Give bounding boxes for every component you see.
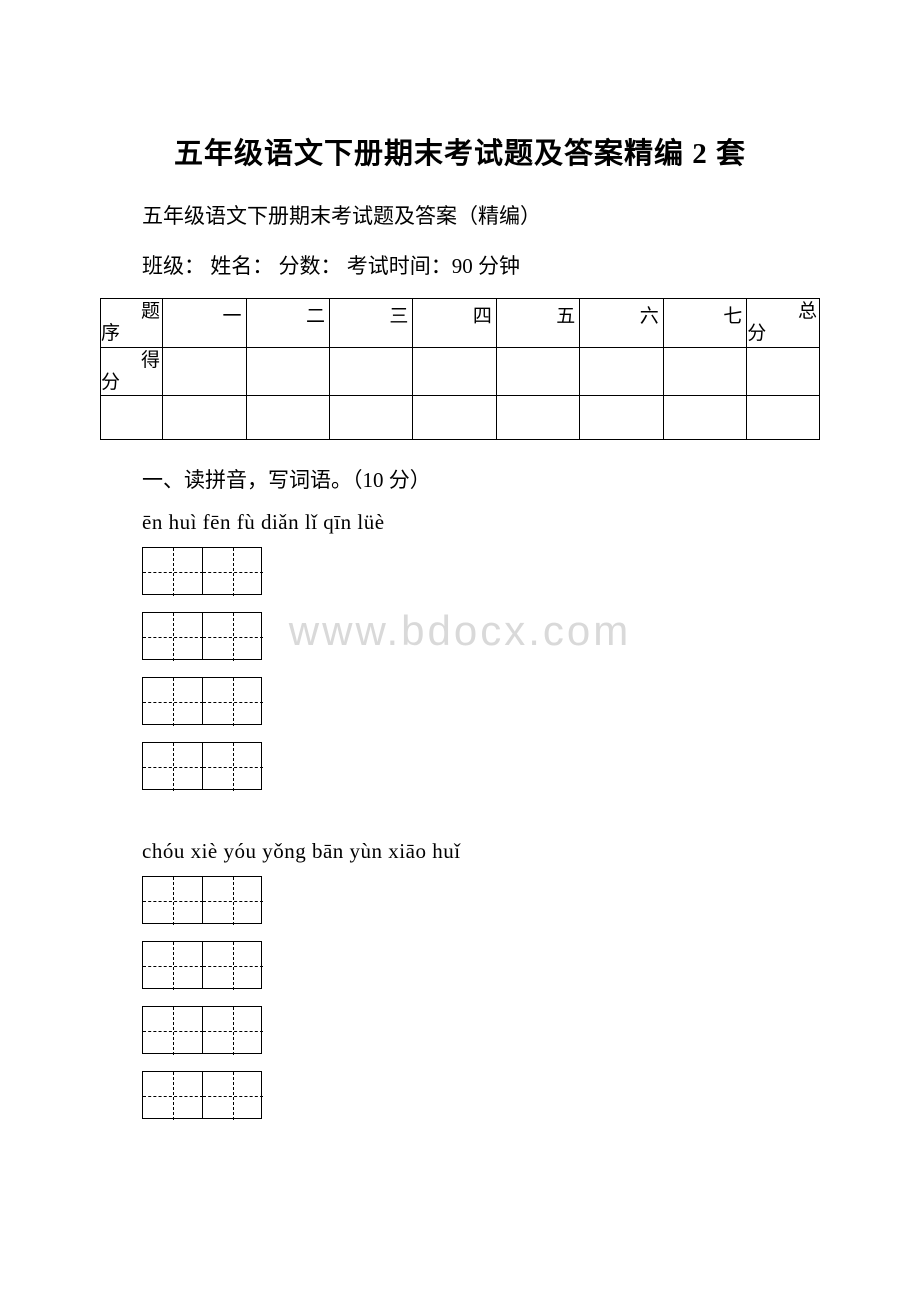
col-header-1: 一 xyxy=(163,299,246,348)
score-cell xyxy=(747,347,820,396)
char-grid xyxy=(142,876,262,924)
char-grid-row-6 xyxy=(142,941,820,994)
char-grid-row-1 xyxy=(142,547,820,600)
spacer xyxy=(100,807,820,839)
char-grid xyxy=(142,1006,262,1054)
col-header-6: 六 xyxy=(580,299,663,348)
empty-cell xyxy=(747,396,820,440)
char-grid xyxy=(142,612,262,660)
document-content: 五年级语文下册期末考试题及答案精编 2 套 五年级语文下册期末考试题及答案（精编… xyxy=(100,130,820,1124)
score-cell xyxy=(496,347,579,396)
table-row: 题 序 一 二 三 四 五 六 七 总 分 xyxy=(101,299,820,348)
table-row xyxy=(101,396,820,440)
col-header-7: 七 xyxy=(663,299,746,348)
row-header-score: 得 分 xyxy=(101,347,163,396)
char-grid xyxy=(142,1071,262,1119)
pinyin-line-1: ēn huì fēn fù diǎn lǐ qīn lüè xyxy=(100,510,820,535)
empty-cell xyxy=(329,396,412,440)
char-grid-row-4 xyxy=(142,742,820,795)
row-header-sequence: 题 序 xyxy=(101,299,163,348)
score-cell xyxy=(663,347,746,396)
subtitle: 五年级语文下册期末考试题及答案（精编） xyxy=(100,200,820,230)
char-grid-row-8 xyxy=(142,1071,820,1124)
info-line: 班级： 姓名： 分数： 考试时间：90 分钟 xyxy=(100,250,820,280)
char-grid xyxy=(142,677,262,725)
pinyin-line-2: chóu xiè yóu yǒng bān yùn xiāo huǐ xyxy=(100,839,820,864)
empty-cell xyxy=(496,396,579,440)
char-grid-row-5 xyxy=(142,876,820,929)
col-header-4: 四 xyxy=(413,299,496,348)
empty-cell xyxy=(413,396,496,440)
char-grid-row-3 xyxy=(142,677,820,730)
empty-cell xyxy=(101,396,163,440)
score-table: 题 序 一 二 三 四 五 六 七 总 分 得 分 xyxy=(100,298,820,440)
empty-cell xyxy=(163,396,246,440)
empty-cell xyxy=(246,396,329,440)
char-grid xyxy=(142,941,262,989)
char-grid xyxy=(142,742,262,790)
col-header-total: 总 分 xyxy=(747,299,820,348)
empty-cell xyxy=(663,396,746,440)
col-header-5: 五 xyxy=(496,299,579,348)
char-grid xyxy=(142,547,262,595)
score-cell xyxy=(413,347,496,396)
col-header-3: 三 xyxy=(329,299,412,348)
char-grid-row-2 xyxy=(142,612,820,665)
score-cell xyxy=(246,347,329,396)
score-cell xyxy=(580,347,663,396)
page-title: 五年级语文下册期末考试题及答案精编 2 套 xyxy=(100,130,820,172)
col-header-2: 二 xyxy=(246,299,329,348)
char-grid-row-7 xyxy=(142,1006,820,1059)
table-row: 得 分 xyxy=(101,347,820,396)
empty-cell xyxy=(580,396,663,440)
section-1-heading: 一、读拼音，写词语。（10 分） xyxy=(100,464,820,494)
score-cell xyxy=(163,347,246,396)
score-cell xyxy=(329,347,412,396)
